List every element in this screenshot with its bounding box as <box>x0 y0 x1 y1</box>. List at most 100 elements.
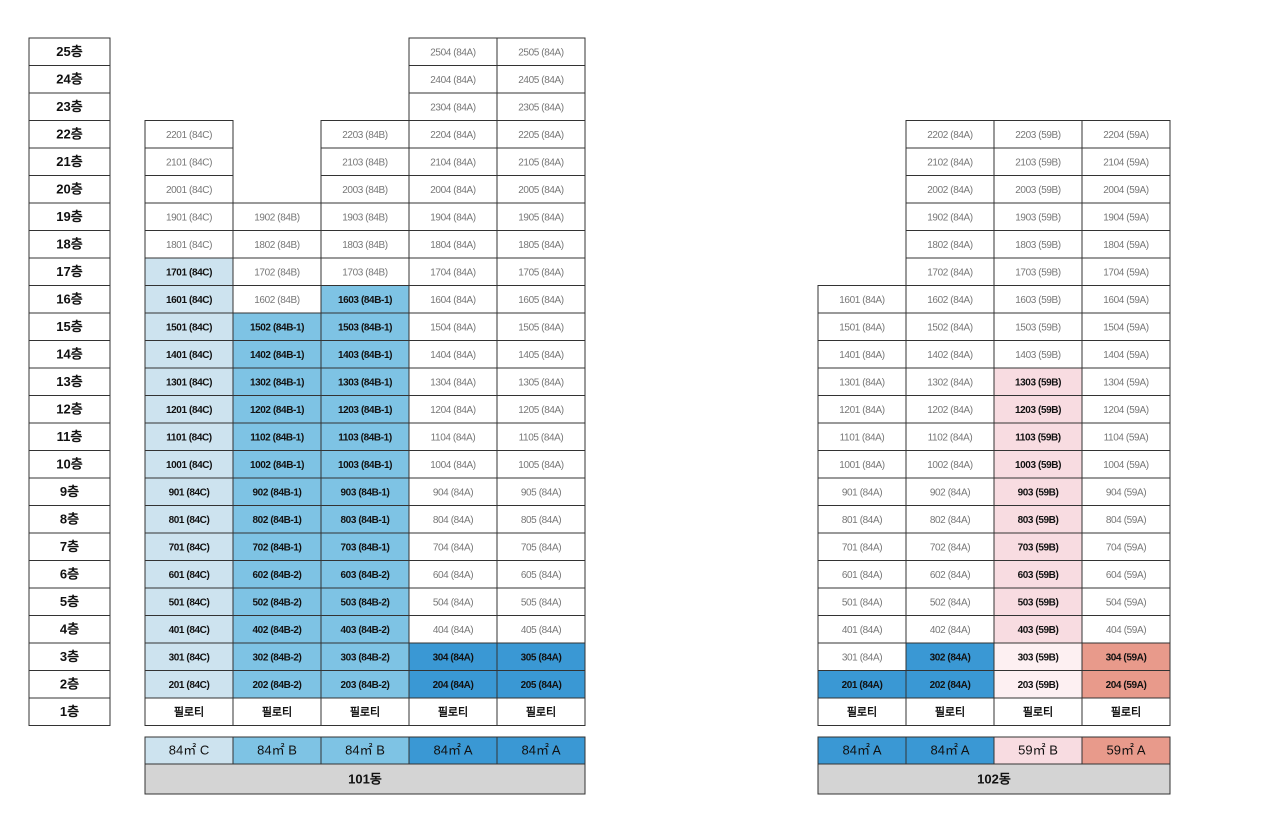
type-cell <box>320 736 410 765</box>
unit-label: 401 (84C) <box>169 625 210 636</box>
unit-label: 1101 (84C) <box>166 432 212 443</box>
floor-cell <box>28 395 111 424</box>
unit-label: 405 (84A) <box>521 625 561 636</box>
unit-label: 505 (84A) <box>521 597 561 608</box>
unit-label: 602 (84B-2) <box>253 570 302 581</box>
unit-label: 1603 (59B) <box>1015 295 1061 306</box>
floor-cell <box>28 312 111 341</box>
unit-label: 2104 (59A) <box>1103 157 1149 168</box>
unit-label: 802 (84A) <box>930 515 970 526</box>
unit-cell <box>993 340 1083 369</box>
unit-cell <box>232 477 322 506</box>
floor-cell <box>28 560 111 589</box>
unit-label: 1601 (84C) <box>166 295 212 306</box>
type-cell <box>144 736 234 765</box>
floor-cell <box>28 65 111 94</box>
unit-cell <box>905 697 995 726</box>
unit-label: 401 (84A) <box>842 625 882 636</box>
piloti-label: 필로티 <box>1023 705 1053 719</box>
floor-label: 3층 <box>60 649 79 664</box>
floor-cell <box>28 37 111 66</box>
floor-label: 24층 <box>56 72 82 87</box>
floor-label: 9층 <box>60 484 79 499</box>
unit-label: 404 (84A) <box>433 625 473 636</box>
unit-label: 1205 (84A) <box>518 405 564 416</box>
type-label: 84㎡ A <box>433 742 472 757</box>
unit-label: 305 (84A) <box>521 652 562 663</box>
unit-cell <box>817 285 907 314</box>
unit-label: 1803 (84B) <box>342 240 388 251</box>
unit-cell <box>1081 450 1171 479</box>
floor-label: 1층 <box>60 704 79 719</box>
unit-cell <box>496 450 586 479</box>
unit-cell <box>320 560 410 589</box>
unit-label: 502 (84A) <box>930 597 970 608</box>
unit-label: 1904 (59A) <box>1103 212 1149 223</box>
unit-cell <box>1081 120 1171 149</box>
unit-label: 1005 (84A) <box>518 460 564 471</box>
unit-label: 1604 (84A) <box>430 295 476 306</box>
unit-label: 504 (59A) <box>1106 597 1146 608</box>
unit-label: 503 (59B) <box>1018 597 1059 608</box>
unit-cell <box>320 147 410 176</box>
unit-label: 1402 (84B-1) <box>250 350 304 361</box>
unit-label: 501 (84C) <box>169 597 210 608</box>
unit-label: 2201 (84C) <box>166 130 212 141</box>
unit-cell <box>1081 340 1171 369</box>
floor-label: 5층 <box>60 594 79 609</box>
unit-label: 1104 (84A) <box>431 432 476 443</box>
unit-cell <box>1081 560 1171 589</box>
unit-cell <box>817 477 907 506</box>
unit-cell <box>232 340 322 369</box>
unit-label: 1004 (59A) <box>1103 460 1149 471</box>
unit-label: 603 (59B) <box>1018 570 1059 581</box>
unit-cell <box>320 477 410 506</box>
unit-label: 2205 (84A) <box>518 130 564 141</box>
unit-label: 804 (84A) <box>433 515 473 526</box>
unit-label: 901 (84A) <box>842 487 882 498</box>
unit-label: 1101 (84A) <box>840 432 885 443</box>
unit-cell <box>408 367 498 396</box>
unit-label: 1802 (84B) <box>254 240 300 251</box>
piloti-label: 필로티 <box>262 705 292 719</box>
unit-label: 1402 (84A) <box>927 350 973 361</box>
type-cell <box>817 736 907 765</box>
unit-cell <box>496 587 586 616</box>
unit-label: 1601 (84A) <box>839 295 885 306</box>
unit-label: 2104 (84A) <box>430 157 476 168</box>
unit-label: 1904 (84A) <box>430 212 476 223</box>
floor-label: 21층 <box>56 154 82 169</box>
unit-label: 503 (84B-2) <box>341 597 390 608</box>
unit-label: 1701 (84C) <box>166 267 212 278</box>
unit-cell <box>496 615 586 644</box>
unit-cell <box>993 532 1083 561</box>
unit-label: 604 (84A) <box>433 570 473 581</box>
unit-cell <box>1081 587 1171 616</box>
unit-label: 1103 (84B-1) <box>338 432 392 443</box>
unit-cell <box>993 560 1083 589</box>
unit-cell <box>232 230 322 259</box>
unit-cell <box>905 422 995 451</box>
unit-cell <box>1081 367 1171 396</box>
unit-cell <box>320 230 410 259</box>
unit-label: 1502 (84B-1) <box>250 322 304 333</box>
unit-cell <box>817 642 907 671</box>
unit-label: 1702 (84B) <box>254 267 300 278</box>
unit-cell <box>817 422 907 451</box>
unit-cell <box>1081 285 1171 314</box>
floor-label: 20층 <box>56 182 82 197</box>
unit-label: 1003 (84B-1) <box>338 460 392 471</box>
unit-label: 204 (59A) <box>1106 680 1147 691</box>
floor-label: 12층 <box>56 402 82 417</box>
unit-label: 701 (84A) <box>842 542 882 553</box>
unit-label: 2202 (84A) <box>927 130 973 141</box>
unit-cell <box>905 642 995 671</box>
unit-cell <box>993 285 1083 314</box>
unit-label: 1204 (59A) <box>1103 405 1149 416</box>
unit-label: 805 (84A) <box>521 515 561 526</box>
unit-label: 602 (84A) <box>930 570 970 581</box>
unit-cell <box>496 422 586 451</box>
unit-cell <box>496 120 586 149</box>
unit-label: 702 (84A) <box>930 542 970 553</box>
floor-cell <box>28 230 111 259</box>
